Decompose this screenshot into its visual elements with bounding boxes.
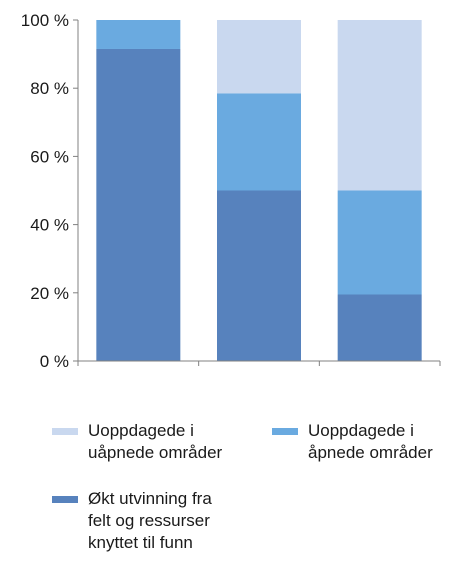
- bar-segment-2030-s2: [217, 20, 301, 94]
- legend-swatch: [52, 428, 78, 435]
- legend-item-increased-recovery: Økt utvinning fra felt og ressurser knyt…: [52, 488, 212, 554]
- legend-label: Uoppdagede i uåpnede områder: [88, 421, 223, 462]
- bar-segment-2040-s2: [337, 20, 422, 191]
- legend-item-undiscovered-unopened: Uoppdagede i uåpnede områder: [52, 420, 222, 464]
- legend-label: Uoppdagede i åpnede områder: [308, 421, 433, 462]
- y-tick-label: 100 %: [21, 11, 69, 30]
- legend-item-undiscovered-opened: Uoppdagede i åpnede områder: [272, 420, 433, 464]
- bar-segment-2030-s0: [217, 190, 301, 361]
- bar-marks: [96, 20, 422, 362]
- legend-swatch: [272, 428, 298, 435]
- y-tick-label: 80 %: [30, 79, 69, 98]
- bar-segment-2020-s0: [96, 48, 181, 362]
- axes: [73, 19, 441, 366]
- bar-segment-2030-s1: [217, 93, 301, 191]
- stacked-bar-chart: 0 %20 %40 %60 %80 %100 % 202020302040: [21, 11, 441, 370]
- y-tick-label: 0 %: [40, 352, 69, 370]
- bar-segment-2040-s1: [337, 190, 422, 295]
- bar-segment-2020-s1: [96, 20, 181, 49]
- legend-label: Økt utvinning fra felt og ressurser knyt…: [88, 489, 212, 552]
- bar-segment-2040-s0: [337, 294, 422, 361]
- y-tick-label: 20 %: [30, 284, 69, 303]
- y-tick-label: 60 %: [30, 147, 69, 166]
- legend-swatch: [52, 496, 78, 503]
- y-tick-label: 40 %: [30, 216, 69, 235]
- y-tick-labels: 0 % 20 % 40 % 60 % 80 % 100 %: [21, 11, 69, 370]
